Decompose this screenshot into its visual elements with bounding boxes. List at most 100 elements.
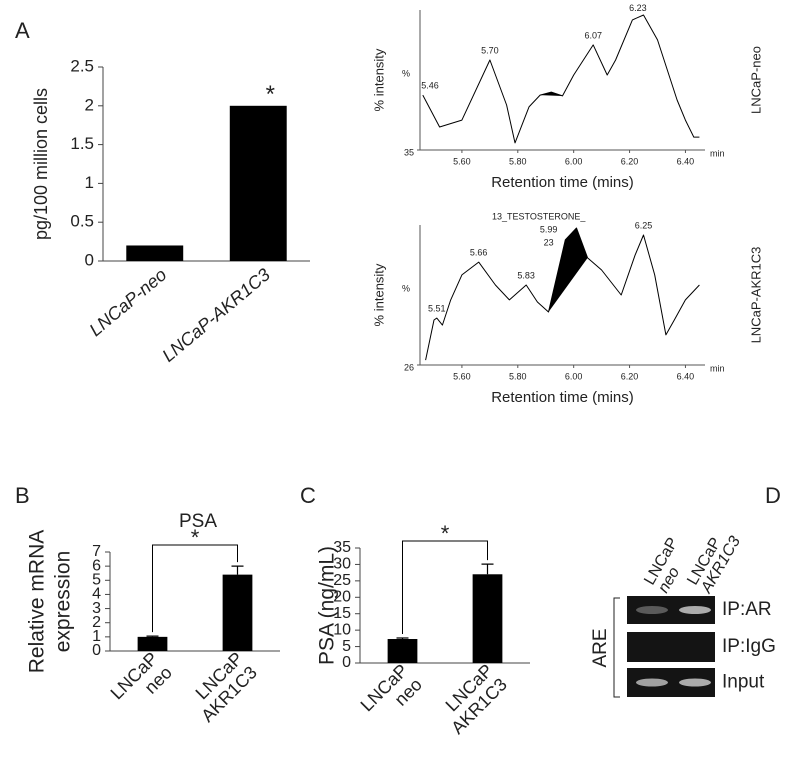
y-tick-label: 6: [92, 557, 101, 574]
gel-row: [627, 632, 715, 662]
group-bracket: [613, 597, 620, 698]
lane-label: LNCaPneo: [641, 535, 695, 596]
x-tick-label: 5.60: [453, 371, 471, 381]
bar: [387, 639, 418, 663]
x-tick-label: 5.80: [509, 371, 527, 381]
y-tick-label: 1.5: [70, 134, 94, 153]
peak-annotation: 13_TESTOSTERONE_: [492, 211, 586, 221]
x-tick-label: 6.40: [677, 371, 695, 381]
y-tick-label: 0: [85, 250, 94, 269]
significance-bracket: [152, 544, 238, 633]
error-bar: [146, 635, 159, 637]
y-axis-label: % intensity: [371, 263, 386, 326]
panel-label: A: [15, 18, 30, 43]
y-tick-label: 10: [333, 621, 351, 638]
trace: [422, 14, 700, 144]
panel-label: B: [15, 483, 30, 508]
y-tick-label: 0: [92, 642, 101, 659]
peak-label: 5.83: [517, 270, 535, 280]
y-unit: %: [402, 283, 410, 293]
y-tick-label: 15: [333, 605, 351, 622]
y-tick-label: 26: [404, 362, 414, 372]
y-axis-label: PSA (ng/mL): [316, 546, 339, 665]
annotation: *: [266, 81, 275, 108]
y-tick-label: 5: [342, 638, 351, 655]
significance-bracket: [402, 540, 488, 635]
error-bar: [231, 565, 244, 575]
error-bar: [481, 563, 494, 575]
panel-label: D: [765, 483, 781, 508]
y-unit: %: [402, 68, 410, 78]
y-tick-label: 5: [92, 572, 101, 589]
y-tick-label: 25: [333, 572, 351, 589]
bar: [137, 636, 168, 651]
annotation: *: [191, 525, 200, 550]
y-tick-label: 2: [85, 95, 94, 114]
y-tick-label: 35: [404, 147, 414, 157]
y-axis-label: Relative mRNA: [26, 530, 49, 674]
x-axis-label: Retention time (mins): [491, 174, 634, 191]
y-tick-label: 30: [333, 556, 351, 573]
gel-band: [636, 606, 668, 614]
y-tick-label: 20: [333, 589, 351, 606]
y-axis-label: pg/100 million cells: [31, 88, 51, 240]
gel-row-label: Input: [722, 672, 765, 693]
group-label: ARE: [590, 628, 611, 667]
x-tick-label: 5.80: [509, 156, 527, 166]
y-tick-label: 4: [92, 586, 101, 603]
bar: [222, 574, 253, 651]
shaded-peak: [540, 92, 563, 96]
x-tick-label: 6.40: [677, 156, 695, 166]
x-tick-label: LNCaP-neo: [85, 264, 170, 340]
peak-annotation: 23: [544, 237, 554, 247]
gel-band: [679, 606, 711, 614]
x-unit: min: [710, 363, 725, 373]
peak-label: 6.07: [584, 30, 602, 40]
peak-label: 6.23: [629, 3, 647, 13]
bar: [472, 574, 503, 663]
x-tick-label: 6.00: [565, 156, 583, 166]
x-tick-label: LNCaPneo: [106, 648, 175, 717]
y-tick-label: 35: [333, 539, 351, 556]
bar: [229, 105, 287, 261]
chart-title: PSA: [179, 511, 217, 532]
y-tick-label: 2.5: [70, 56, 94, 75]
x-unit: min: [710, 148, 725, 158]
gel-row-label: IP:IgG: [722, 636, 776, 657]
peak-annotation: 5.99: [540, 224, 558, 234]
y-tick-label: 0.5: [70, 212, 94, 231]
x-tick-label: LNCaPAKR1C3: [183, 648, 261, 726]
trace: [425, 227, 700, 361]
side-label: LNCaP-AKR1C3: [748, 247, 763, 344]
annotation: *: [441, 521, 450, 546]
y-tick-label: 3: [92, 600, 101, 617]
y-axis-label: expression: [52, 551, 75, 653]
peak-label: 5.46: [421, 80, 439, 90]
y-tick-label: 0: [342, 654, 351, 671]
side-label: LNCaP-neo: [748, 46, 763, 114]
lane-label: LNCaPAKR1C3: [684, 526, 744, 597]
x-tick-label: 6.20: [621, 156, 639, 166]
panel-label: C: [300, 483, 316, 508]
y-axis-label: % intensity: [371, 48, 386, 111]
shaded-peak: [548, 228, 588, 313]
y-tick-label: 2: [92, 614, 101, 631]
y-tick-label: 1: [85, 173, 94, 192]
x-axis-label: Retention time (mins): [491, 389, 634, 406]
gel-row-label: IP:AR: [722, 599, 772, 620]
error-bar: [396, 637, 409, 640]
x-tick-label: LNCaP-AKR1C3: [158, 264, 274, 365]
x-tick-label: LNCaPneo: [356, 660, 425, 729]
x-tick-label: 6.00: [565, 371, 583, 381]
y-tick-label: 1: [92, 628, 101, 645]
gel-band: [636, 678, 668, 687]
gel-band: [679, 678, 711, 687]
x-tick-label: 6.20: [621, 371, 639, 381]
peak-label: 5.66: [470, 247, 488, 257]
x-tick-label: LNCaPAKR1C3: [433, 660, 511, 738]
bar: [126, 245, 184, 261]
peak-label: 5.51: [428, 303, 446, 313]
peak-label: 6.25: [635, 220, 653, 230]
peak-label: 5.70: [481, 45, 499, 55]
